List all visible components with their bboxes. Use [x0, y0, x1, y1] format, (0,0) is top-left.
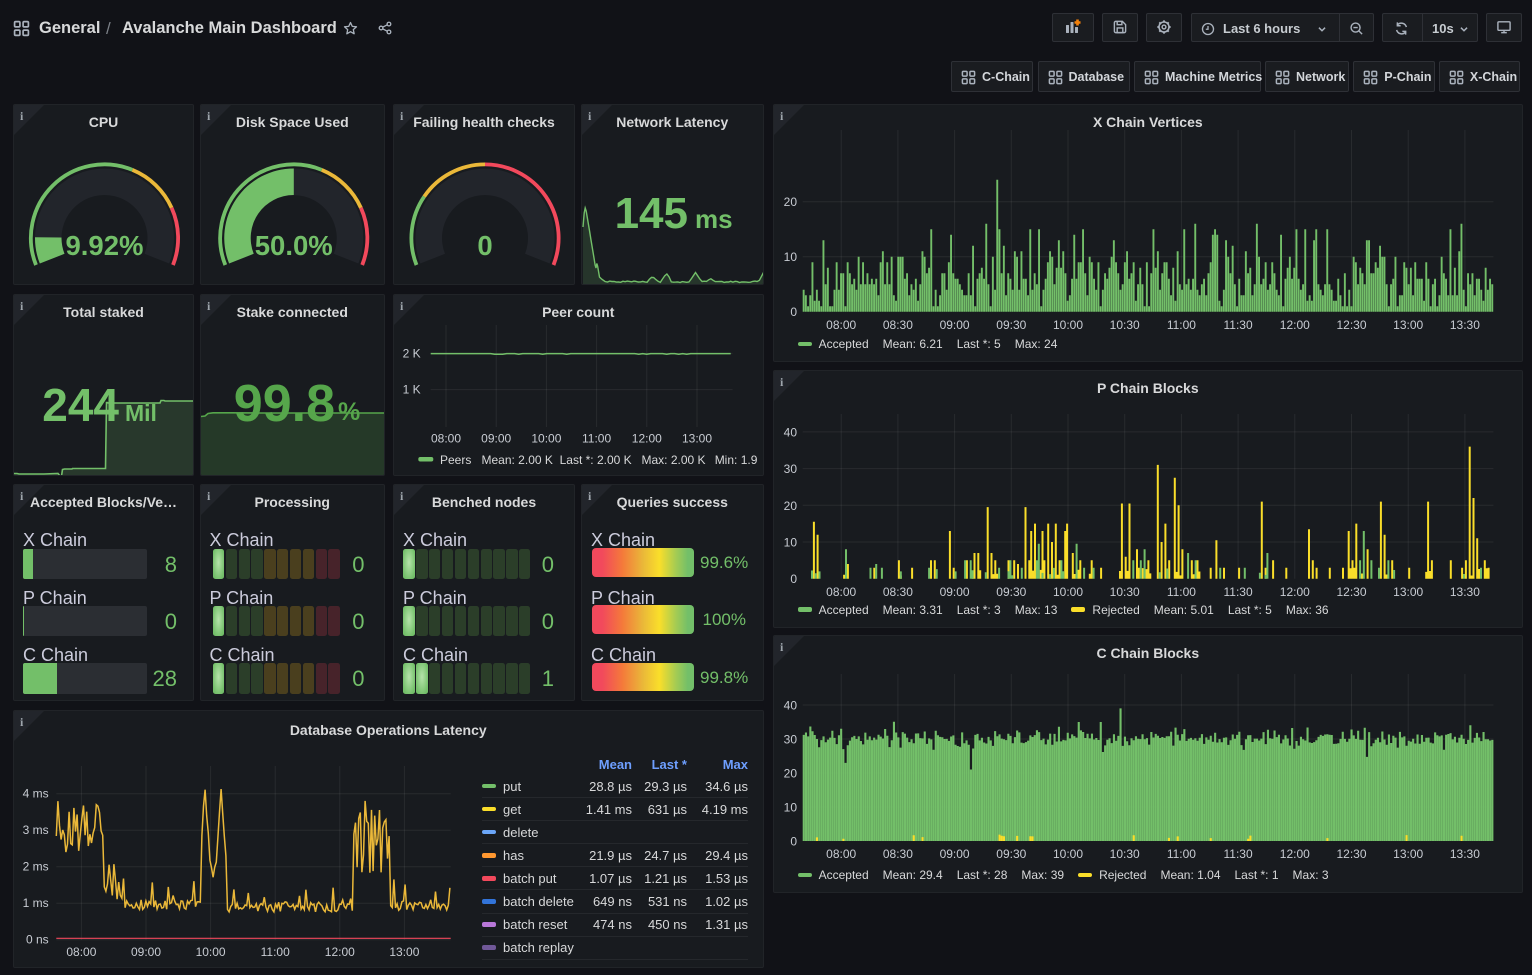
- svg-text:20: 20: [783, 498, 797, 512]
- svg-text:09:30: 09:30: [996, 585, 1026, 599]
- svg-text:12:00: 12:00: [632, 431, 662, 445]
- svg-text:Max: 2.00 K: Max: 2.00 K: [642, 453, 706, 467]
- svg-text:10: 10: [783, 250, 797, 264]
- svg-text:10:00: 10:00: [1053, 847, 1083, 861]
- svg-text:4 ms: 4 ms: [23, 787, 49, 801]
- svg-text:0 ns: 0 ns: [26, 933, 49, 947]
- svg-text:99.8: 99.8: [233, 375, 334, 433]
- svg-text:i: i: [780, 109, 784, 123]
- svg-text:i: i: [588, 109, 592, 123]
- svg-text:12:30: 12:30: [1336, 847, 1366, 861]
- svg-text:0: 0: [790, 305, 797, 319]
- svg-text:Last *: 2.00 K: Last *: 2.00 K: [560, 453, 632, 467]
- svg-text:0: 0: [790, 835, 797, 849]
- svg-text:08:00: 08:00: [826, 585, 856, 599]
- svg-text:i: i: [20, 109, 24, 123]
- svg-text:10:00: 10:00: [1053, 585, 1083, 599]
- svg-text:10:00: 10:00: [531, 431, 561, 445]
- svg-text:Mean: 2.00 K: Mean: 2.00 K: [482, 453, 553, 467]
- svg-text:08:30: 08:30: [883, 585, 913, 599]
- svg-text:09:00: 09:00: [939, 585, 969, 599]
- svg-text:11:00: 11:00: [1167, 318, 1196, 332]
- svg-text:09:30: 09:30: [996, 847, 1026, 861]
- svg-text:10:30: 10:30: [1109, 847, 1139, 861]
- svg-text:08:00: 08:00: [826, 318, 856, 332]
- svg-text:0: 0: [477, 230, 492, 261]
- svg-text:08:30: 08:30: [883, 847, 913, 861]
- svg-text:12:00: 12:00: [1280, 585, 1310, 599]
- svg-text:2 K: 2 K: [403, 346, 421, 360]
- svg-text:i: i: [400, 299, 404, 313]
- svg-text:i: i: [400, 489, 404, 503]
- svg-text:1 K: 1 K: [403, 382, 421, 396]
- svg-text:9.92%: 9.92%: [66, 230, 144, 261]
- svg-text:12:00: 12:00: [1280, 847, 1310, 861]
- svg-text:10:30: 10:30: [1109, 585, 1139, 599]
- svg-text:i: i: [20, 489, 24, 503]
- svg-text:20: 20: [783, 767, 797, 781]
- svg-text:11:00: 11:00: [261, 945, 290, 959]
- svg-text:11:00: 11:00: [582, 431, 611, 445]
- svg-text:09:00: 09:00: [131, 945, 161, 959]
- svg-text:30: 30: [783, 462, 797, 476]
- svg-text:13:00: 13:00: [389, 945, 419, 959]
- svg-text:50.0%: 50.0%: [254, 230, 332, 261]
- svg-text:10:00: 10:00: [196, 945, 226, 959]
- svg-text:i: i: [207, 299, 211, 313]
- svg-text:13:30: 13:30: [1450, 318, 1480, 332]
- svg-text:10:00: 10:00: [1053, 318, 1083, 332]
- svg-text:30: 30: [783, 733, 797, 747]
- svg-text:12:00: 12:00: [325, 945, 355, 959]
- svg-text:i: i: [780, 375, 784, 389]
- svg-text:09:00: 09:00: [939, 318, 969, 332]
- svg-text:244: 244: [42, 379, 119, 431]
- svg-text:13:00: 13:00: [1393, 847, 1423, 861]
- svg-text:145: 145: [615, 189, 688, 238]
- svg-text:13:00: 13:00: [1393, 585, 1423, 599]
- svg-text:11:00: 11:00: [1167, 585, 1196, 599]
- svg-text:i: i: [207, 489, 211, 503]
- svg-text:2 ms: 2 ms: [23, 860, 49, 874]
- svg-text:08:30: 08:30: [883, 318, 913, 332]
- svg-text:i: i: [20, 299, 24, 313]
- svg-text:11:30: 11:30: [1223, 585, 1252, 599]
- svg-text:13:00: 13:00: [682, 431, 712, 445]
- svg-text:40: 40: [783, 699, 797, 713]
- svg-text:i: i: [400, 109, 404, 123]
- svg-text:Min: 1.9: Min: 1.9: [715, 453, 758, 467]
- svg-text:%: %: [338, 398, 360, 426]
- svg-text:Mil: Mil: [125, 400, 157, 426]
- svg-text:ms: ms: [695, 204, 733, 234]
- svg-text:i: i: [20, 715, 24, 729]
- svg-text:13:00: 13:00: [1393, 318, 1423, 332]
- svg-text:10: 10: [783, 535, 797, 549]
- svg-text:11:30: 11:30: [1223, 847, 1252, 861]
- svg-text:08:00: 08:00: [826, 847, 856, 861]
- svg-text:12:30: 12:30: [1336, 318, 1366, 332]
- svg-text:1 ms: 1 ms: [23, 896, 49, 910]
- svg-text:i: i: [780, 640, 784, 654]
- svg-text:13:30: 13:30: [1450, 585, 1480, 599]
- svg-text:08:00: 08:00: [431, 431, 461, 445]
- svg-text:12:30: 12:30: [1336, 585, 1366, 599]
- svg-text:10:30: 10:30: [1109, 318, 1139, 332]
- svg-text:09:00: 09:00: [939, 847, 969, 861]
- svg-text:08:00: 08:00: [66, 945, 96, 959]
- svg-text:11:30: 11:30: [1223, 318, 1252, 332]
- svg-text:i: i: [207, 109, 211, 123]
- svg-text:Peers: Peers: [440, 453, 471, 467]
- svg-text:09:00: 09:00: [481, 431, 511, 445]
- svg-text:09:30: 09:30: [996, 318, 1026, 332]
- svg-text:12:00: 12:00: [1280, 318, 1310, 332]
- svg-text:3 ms: 3 ms: [23, 823, 49, 837]
- svg-text:20: 20: [783, 195, 797, 209]
- svg-text:40: 40: [783, 425, 797, 439]
- svg-text:i: i: [588, 489, 592, 503]
- svg-text:11:00: 11:00: [1167, 847, 1196, 861]
- svg-text:0: 0: [790, 572, 797, 586]
- svg-text:13:30: 13:30: [1450, 847, 1480, 861]
- svg-text:10: 10: [783, 801, 797, 815]
